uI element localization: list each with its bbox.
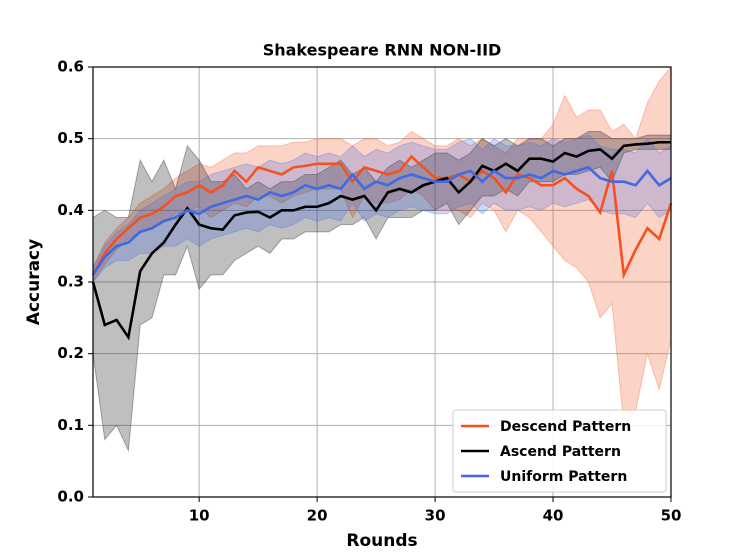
y-tick-label: 0.3 xyxy=(57,273,84,291)
series-line xyxy=(91,154,673,280)
legend-label: Descend Pattern xyxy=(500,419,631,435)
y-tick-label: 0.1 xyxy=(57,416,84,434)
y-tick-label: 0.5 xyxy=(57,129,84,147)
y-tick-label: 0.2 xyxy=(57,344,84,362)
x-tick-label: 10 xyxy=(189,507,210,525)
x-tick-label: 30 xyxy=(425,507,446,525)
y-axis-label: Accuracy xyxy=(24,239,44,325)
x-axis-label: Rounds xyxy=(346,531,417,551)
legend-label: Uniform Pattern xyxy=(500,469,627,485)
chart-title: Shakespeare RNN NON-IID xyxy=(263,41,502,60)
plot-frame xyxy=(92,66,672,498)
series-line xyxy=(91,165,672,276)
y-tick-label: 0.0 xyxy=(57,488,84,506)
y-tick-label: 0.6 xyxy=(57,58,84,76)
legend-label: Ascend Pattern xyxy=(500,444,621,460)
legend-box xyxy=(452,409,667,493)
x-tick-label: 40 xyxy=(543,507,564,525)
y-tick-label: 0.4 xyxy=(57,201,84,219)
x-tick-label: 50 xyxy=(661,507,682,525)
legend: Descend Pattern Ascend Pattern Uniform Pat… xyxy=(452,409,667,493)
x-tick-label: 20 xyxy=(307,507,328,525)
